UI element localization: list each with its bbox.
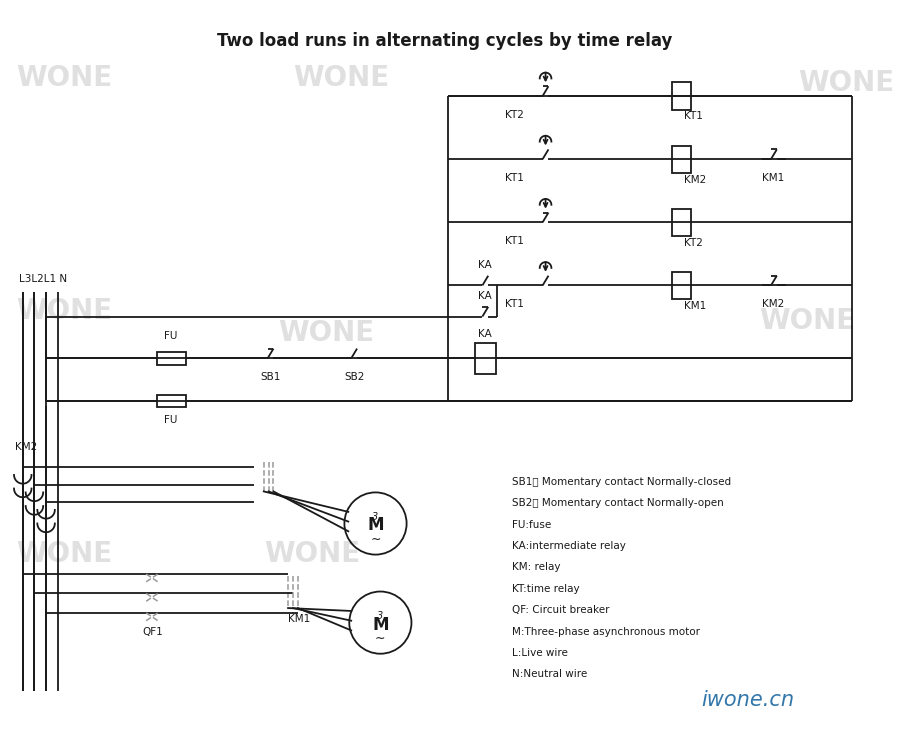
Text: WONE: WONE bbox=[16, 64, 112, 92]
Text: iwone.cn: iwone.cn bbox=[701, 690, 793, 711]
Text: KT1: KT1 bbox=[504, 236, 523, 246]
Text: M: M bbox=[372, 615, 388, 633]
Text: 3: 3 bbox=[372, 512, 378, 522]
Bar bbox=[157, 352, 186, 365]
Text: KA:intermediate relay: KA:intermediate relay bbox=[511, 541, 625, 551]
Text: WONE: WONE bbox=[16, 297, 112, 325]
Text: KT1: KT1 bbox=[682, 111, 701, 122]
Text: KT:time relay: KT:time relay bbox=[511, 584, 578, 594]
Text: WONE: WONE bbox=[797, 69, 894, 97]
Text: M: M bbox=[367, 517, 384, 534]
Text: SB1: SB1 bbox=[261, 372, 281, 382]
Bar bbox=[671, 272, 691, 299]
Text: FU: FU bbox=[163, 331, 177, 341]
Text: KA: KA bbox=[477, 329, 491, 339]
Text: SB2: SB2 bbox=[344, 372, 364, 382]
Bar bbox=[671, 145, 691, 173]
Text: FU: FU bbox=[163, 415, 177, 424]
Bar bbox=[671, 209, 691, 236]
Text: KA: KA bbox=[477, 260, 491, 270]
Text: KT1: KT1 bbox=[504, 299, 523, 309]
Text: FU:fuse: FU:fuse bbox=[511, 520, 550, 530]
Text: KM1: KM1 bbox=[762, 173, 783, 183]
Text: KA: KA bbox=[477, 291, 491, 301]
Text: KT1: KT1 bbox=[504, 173, 523, 183]
Text: KM1: KM1 bbox=[682, 301, 705, 311]
Text: KM: relay: KM: relay bbox=[511, 562, 559, 573]
Text: N:Neutral wire: N:Neutral wire bbox=[511, 669, 586, 679]
Text: KT2: KT2 bbox=[682, 238, 701, 248]
Text: WONE: WONE bbox=[16, 540, 112, 568]
Text: SB1： Momentary contact Normally-closed: SB1： Momentary contact Normally-closed bbox=[511, 477, 730, 487]
Text: ∼: ∼ bbox=[370, 533, 380, 545]
Text: QF1: QF1 bbox=[142, 627, 163, 636]
Text: L:Live wire: L:Live wire bbox=[511, 648, 567, 658]
Text: KM2: KM2 bbox=[15, 442, 37, 452]
Text: 3: 3 bbox=[377, 611, 383, 621]
Text: KM2: KM2 bbox=[762, 299, 783, 309]
Text: M:Three-phase asynchronous motor: M:Three-phase asynchronous motor bbox=[511, 627, 699, 636]
Text: Two load runs in alternating cycles by time relay: Two load runs in alternating cycles by t… bbox=[217, 32, 671, 49]
Bar bbox=[671, 83, 691, 109]
Text: KT2: KT2 bbox=[504, 109, 523, 120]
Text: WONE: WONE bbox=[292, 64, 389, 92]
Text: QF: Circuit breaker: QF: Circuit breaker bbox=[511, 605, 609, 615]
Text: WONE: WONE bbox=[263, 540, 360, 568]
Bar bbox=[474, 342, 496, 374]
Text: SB2： Momentary contact Normally-open: SB2： Momentary contact Normally-open bbox=[511, 498, 722, 508]
Bar bbox=[157, 395, 186, 407]
Text: KM2: KM2 bbox=[682, 175, 705, 184]
Text: ∼: ∼ bbox=[374, 632, 385, 645]
Text: KM1: KM1 bbox=[288, 614, 310, 624]
Text: WONE: WONE bbox=[759, 307, 855, 335]
Text: L3L2L1 N: L3L2L1 N bbox=[19, 275, 67, 284]
Text: WONE: WONE bbox=[278, 320, 374, 348]
